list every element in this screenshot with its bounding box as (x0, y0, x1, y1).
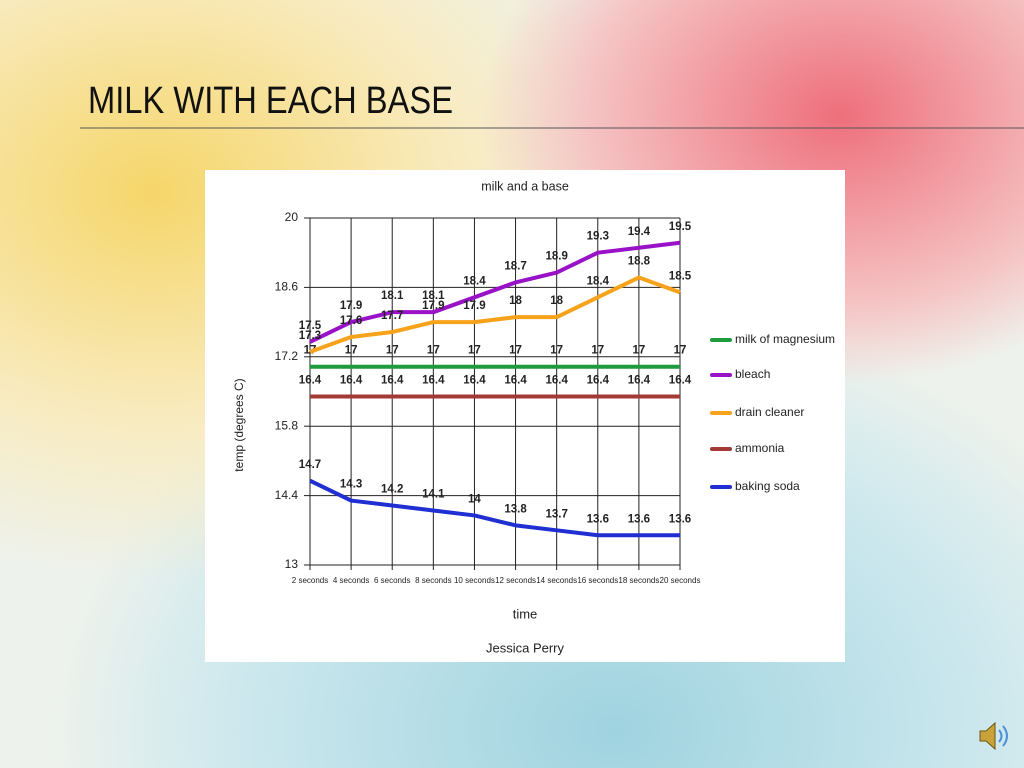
series-line (309, 478, 680, 538)
data-label: 16.4 (587, 374, 610, 386)
data-label: 18.1 (381, 290, 404, 302)
data-label: 19.3 (587, 231, 609, 243)
data-label: 13.8 (504, 503, 527, 515)
x-tick-label: 16 seconds (577, 576, 618, 585)
data-label: 16.4 (340, 374, 363, 386)
data-label: 16.4 (669, 374, 692, 386)
speaker-icon[interactable] (979, 721, 1008, 751)
data-label: 17.7 (381, 310, 403, 322)
data-label: 18.8 (628, 256, 651, 268)
data-label: 17 (386, 345, 399, 357)
data-label: 13.6 (669, 513, 691, 525)
data-label: 16.4 (628, 374, 651, 386)
data-label: 18 (509, 295, 522, 307)
data-label: 17.9 (422, 300, 444, 312)
data-label: 17.9 (340, 300, 362, 312)
y-tick-label: 14.4 (275, 488, 299, 502)
data-label: 13.7 (545, 508, 567, 520)
x-axis-label: time (513, 606, 538, 621)
data-label: 14.3 (340, 479, 362, 491)
y-tick-label: 18.6 (275, 280, 299, 294)
x-tick-label: 8 seconds (415, 576, 451, 585)
data-label: 19.5 (669, 221, 692, 233)
y-tick-label: 20 (285, 210, 299, 224)
data-label: 18.5 (669, 270, 692, 282)
data-label: 16.4 (381, 374, 404, 386)
data-label: 14 (468, 493, 481, 505)
data-label: 19.4 (628, 226, 651, 238)
data-label: 13.6 (628, 513, 650, 525)
data-label: 18.4 (463, 275, 486, 287)
data-label: 17.9 (463, 300, 485, 312)
y-tick-label: 17.2 (275, 349, 299, 363)
chart-panel (205, 170, 845, 662)
chart-title: milk and a base (481, 179, 569, 193)
x-tick-label: 10 seconds (454, 576, 495, 585)
data-label: 17 (427, 345, 440, 357)
data-label: 16.4 (299, 374, 322, 386)
x-tick-label: 18 seconds (618, 576, 659, 585)
data-label: 17.5 (299, 320, 322, 332)
x-tick-label: 6 seconds (374, 576, 410, 585)
data-label: 17 (509, 345, 522, 357)
x-tick-label: 12 seconds (495, 576, 536, 585)
data-label: 18 (550, 295, 563, 307)
legend-label: milk of magnesium (735, 332, 835, 346)
legend-label: baking soda (735, 479, 800, 493)
data-label: 17.6 (340, 315, 362, 327)
data-label: 18.1 (422, 290, 445, 302)
data-label: 17 (550, 345, 563, 357)
x-tick-label: 4 seconds (333, 576, 369, 585)
data-label: 16.4 (504, 374, 527, 386)
data-label: 17 (591, 345, 604, 357)
data-label: 16.4 (545, 374, 568, 386)
y-axis-label: temp (degrees C) (232, 378, 246, 471)
series-line (309, 240, 681, 344)
data-label: 17 (632, 345, 645, 357)
y-tick-label: 13 (285, 557, 299, 571)
data-label: 18.4 (587, 275, 610, 287)
data-label: 16.4 (422, 374, 445, 386)
legend-label: drain cleaner (735, 405, 804, 419)
data-label: 14.7 (299, 459, 321, 471)
data-label: 17.3 (299, 330, 321, 342)
data-label: 14.2 (381, 484, 403, 496)
y-tick-label: 15.8 (275, 418, 299, 432)
data-label: 16.4 (463, 374, 486, 386)
chart-subtitle: Jessica Perry (486, 640, 565, 655)
series-line (309, 275, 681, 354)
data-label: 18.9 (545, 251, 567, 263)
slide-title: MILK WITH EACH BASE (88, 80, 453, 122)
data-label: 17 (345, 345, 358, 357)
data-label: 17 (468, 345, 481, 357)
legend-label: ammonia (735, 441, 785, 455)
x-tick-label: 20 seconds (660, 576, 701, 585)
data-label: 14.1 (422, 489, 445, 501)
legend-label: bleach (735, 367, 770, 381)
x-tick-label: 14 seconds (536, 576, 577, 585)
data-label: 17 (674, 345, 687, 357)
data-label: 13.6 (587, 513, 609, 525)
x-tick-label: 2 seconds (292, 576, 328, 585)
data-label: 18.7 (504, 260, 526, 272)
